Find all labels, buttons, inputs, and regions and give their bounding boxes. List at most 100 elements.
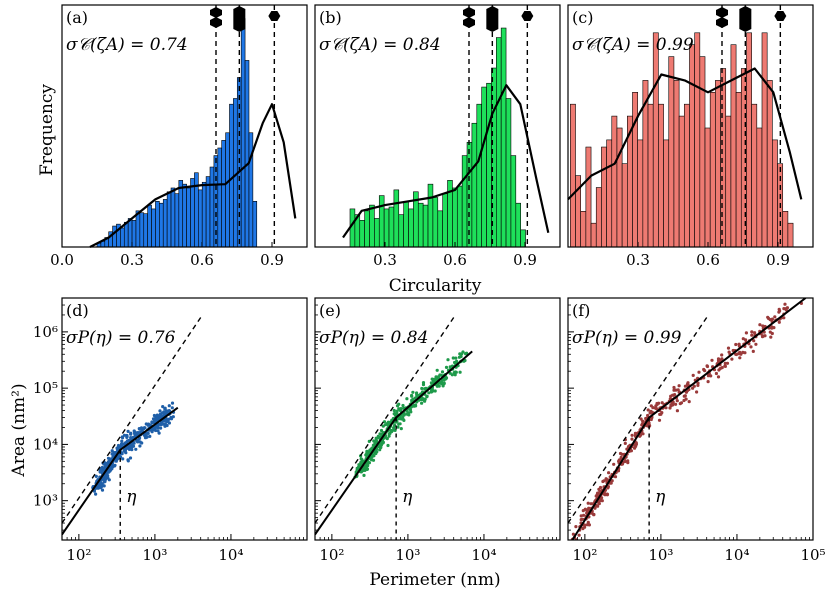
data-point bbox=[150, 430, 154, 434]
data-point bbox=[737, 342, 741, 346]
data-point bbox=[450, 373, 454, 377]
data-point bbox=[744, 331, 749, 335]
data-point bbox=[725, 361, 730, 365]
histogram-bar bbox=[595, 187, 602, 248]
data-point bbox=[659, 412, 663, 416]
panel-annotation: σ𝒞(ζA) = 0.74 bbox=[66, 35, 188, 55]
data-point bbox=[157, 431, 161, 435]
histogram-bar bbox=[461, 155, 468, 248]
histogram-bar bbox=[252, 201, 258, 248]
data-point bbox=[573, 541, 576, 544]
data-point bbox=[365, 467, 369, 471]
histogram-bar bbox=[120, 227, 125, 248]
histogram-bar bbox=[374, 218, 380, 248]
panel-frame bbox=[314, 297, 561, 541]
histogram-bar bbox=[170, 187, 176, 248]
histogram-bar bbox=[515, 202, 521, 248]
data-point bbox=[133, 432, 137, 436]
histogram-bar bbox=[240, 18, 246, 248]
data-point bbox=[442, 378, 446, 382]
data-point bbox=[107, 478, 111, 482]
data-point bbox=[696, 381, 700, 385]
data-point bbox=[153, 420, 157, 424]
data-point bbox=[146, 422, 151, 426]
data-point bbox=[116, 443, 121, 448]
data-point bbox=[425, 394, 429, 398]
panel-label: (c) bbox=[572, 8, 593, 27]
histogram-bar bbox=[652, 32, 659, 248]
data-point bbox=[610, 479, 614, 483]
triangle-icon bbox=[463, 7, 475, 28]
data-point bbox=[374, 451, 378, 456]
histogram-panel: 0.3 0.6 0.9 (c) σ𝒞(ζA) = 0.99 bbox=[567, 4, 814, 269]
histogram-bar bbox=[398, 214, 404, 248]
data-point bbox=[100, 488, 105, 492]
data-point bbox=[571, 532, 576, 536]
kde-curve bbox=[567, 67, 803, 201]
panel-label: (e) bbox=[319, 301, 341, 320]
data-point bbox=[120, 439, 124, 443]
histogram-panel: 0.0 0.3 0.6 0.9 (a) σ𝒞(ζA) = 0.74 bbox=[50, 4, 308, 269]
data-point bbox=[165, 423, 169, 428]
data-point bbox=[145, 435, 149, 439]
top-x-axis-label: Circularity bbox=[389, 276, 482, 296]
data-point bbox=[723, 361, 727, 365]
data-point bbox=[649, 409, 653, 413]
data-point bbox=[754, 342, 758, 346]
histogram-panel: 0.3 0.6 0.9 (b) σ𝒞(ζA) = 0.84 bbox=[314, 4, 561, 269]
data-point bbox=[675, 399, 679, 403]
panel-frame bbox=[567, 297, 814, 541]
panel-annotation: σP(η) = 0.76 bbox=[66, 328, 176, 348]
histogram-bar bbox=[186, 187, 191, 248]
data-point bbox=[617, 458, 621, 462]
hexagon-icon bbox=[521, 11, 534, 21]
data-point bbox=[359, 460, 363, 465]
data-point bbox=[595, 493, 599, 497]
square-icon bbox=[486, 6, 499, 32]
data-point bbox=[125, 435, 129, 439]
data-point bbox=[124, 451, 128, 455]
x-tick-label: 0.3 bbox=[373, 251, 397, 269]
histogram-bar bbox=[683, 103, 690, 248]
data-point bbox=[657, 418, 662, 422]
data-point bbox=[753, 331, 757, 335]
data-point bbox=[96, 486, 100, 490]
data-point bbox=[405, 412, 409, 416]
data-point bbox=[372, 439, 376, 443]
histogram-bar bbox=[689, 44, 695, 248]
histogram-bar bbox=[201, 181, 207, 248]
panel-label: (f) bbox=[572, 301, 590, 320]
histogram-bar bbox=[495, 37, 502, 248]
data-point bbox=[634, 432, 638, 436]
data-point bbox=[131, 444, 136, 448]
data-point bbox=[633, 446, 637, 450]
histogram-bar bbox=[174, 193, 180, 248]
data-point bbox=[128, 445, 132, 450]
data-point bbox=[134, 447, 138, 451]
histogram-bar bbox=[427, 183, 434, 248]
data-point bbox=[439, 373, 443, 377]
data-point bbox=[119, 442, 124, 446]
histogram-bar bbox=[709, 92, 716, 248]
data-point bbox=[423, 387, 427, 391]
panel-annotation: σ𝒞(ζA) = 0.99 bbox=[572, 35, 694, 55]
data-point bbox=[783, 302, 787, 306]
histogram-bar bbox=[135, 210, 141, 248]
x-tick-label: 10³ bbox=[395, 546, 420, 564]
y-tick-label: 10⁶ bbox=[33, 323, 58, 341]
histogram-bar bbox=[730, 44, 737, 248]
histogram-bar bbox=[787, 222, 794, 248]
data-point bbox=[623, 459, 627, 464]
data-point bbox=[577, 533, 581, 537]
data-point bbox=[660, 401, 664, 405]
data-point bbox=[392, 408, 396, 413]
data-point bbox=[695, 390, 699, 394]
histogram-bar bbox=[616, 127, 623, 248]
data-point bbox=[596, 504, 600, 508]
histogram-bar bbox=[221, 140, 226, 248]
data-point bbox=[734, 342, 738, 347]
histogram-bar bbox=[621, 163, 628, 248]
data-point bbox=[169, 417, 174, 421]
histogram-bar bbox=[229, 103, 234, 248]
data-point bbox=[392, 412, 396, 416]
